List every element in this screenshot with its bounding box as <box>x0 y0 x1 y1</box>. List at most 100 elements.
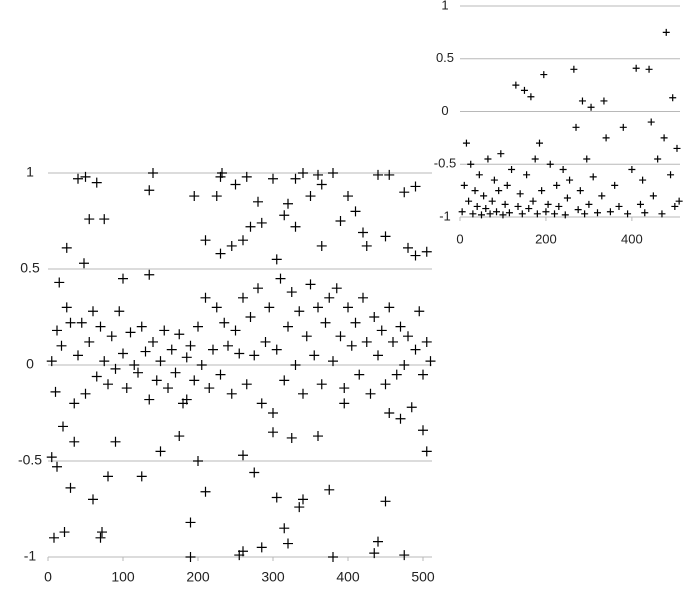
point <box>271 254 282 265</box>
point <box>290 360 301 370</box>
point <box>58 421 68 432</box>
point <box>159 325 170 336</box>
point <box>505 209 513 217</box>
point <box>279 523 290 534</box>
point <box>200 292 211 303</box>
point <box>471 187 479 195</box>
point <box>155 446 166 457</box>
point <box>488 197 496 205</box>
point <box>343 191 353 202</box>
point <box>110 436 121 447</box>
point <box>136 471 147 482</box>
point <box>97 527 107 538</box>
point <box>384 408 395 418</box>
point <box>508 166 516 174</box>
point <box>583 155 591 163</box>
point <box>465 197 473 205</box>
point <box>499 211 507 219</box>
point <box>241 379 252 390</box>
point <box>373 536 383 547</box>
point <box>538 187 546 195</box>
point <box>215 248 226 259</box>
x-tick-label: 100 <box>111 569 135 585</box>
point <box>399 550 410 561</box>
point <box>84 336 95 347</box>
point <box>88 494 98 505</box>
point <box>421 446 432 457</box>
point <box>125 327 136 338</box>
point <box>91 177 102 188</box>
point <box>114 306 125 317</box>
point <box>50 386 61 397</box>
point <box>328 356 338 367</box>
point <box>399 360 410 370</box>
point <box>406 402 417 413</box>
point <box>200 486 211 497</box>
point <box>268 408 278 418</box>
point <box>133 367 143 378</box>
point <box>533 210 541 218</box>
x-tick-label: 300 <box>261 569 285 585</box>
point <box>324 292 335 303</box>
point <box>185 340 196 351</box>
point <box>660 134 668 142</box>
point <box>658 210 666 218</box>
point <box>376 325 387 336</box>
point <box>238 546 248 557</box>
point <box>410 344 421 355</box>
point <box>639 176 647 184</box>
point <box>473 202 481 210</box>
point <box>602 134 610 142</box>
point <box>673 144 681 152</box>
point <box>589 173 597 181</box>
point <box>566 176 574 184</box>
point <box>226 388 237 399</box>
point <box>219 317 230 328</box>
point <box>403 331 413 342</box>
point <box>373 350 383 361</box>
point <box>110 363 121 374</box>
point <box>283 321 293 332</box>
point <box>84 214 95 225</box>
point <box>305 191 316 202</box>
point <box>559 166 567 174</box>
point <box>313 431 323 442</box>
point <box>484 155 492 163</box>
point <box>477 211 485 219</box>
point <box>193 321 203 332</box>
point <box>305 279 316 290</box>
point <box>208 344 218 355</box>
point <box>286 287 297 298</box>
point <box>99 214 110 225</box>
point <box>174 431 185 442</box>
point <box>238 235 248 246</box>
point <box>163 383 173 394</box>
point <box>193 456 203 466</box>
point <box>268 427 278 438</box>
point <box>204 383 215 394</box>
point <box>316 379 327 390</box>
point <box>373 169 383 180</box>
y-tick-label: 0 <box>441 103 448 118</box>
point <box>174 329 185 340</box>
point <box>475 171 483 179</box>
point <box>544 200 552 208</box>
point <box>669 94 677 102</box>
point <box>129 360 140 370</box>
point <box>555 202 563 210</box>
point <box>298 168 308 178</box>
point <box>215 369 226 380</box>
point <box>358 227 368 238</box>
point <box>61 302 72 313</box>
point <box>331 283 342 294</box>
point <box>624 210 632 218</box>
y-tick-label: -1 <box>439 208 451 223</box>
point <box>196 360 207 370</box>
point <box>587 103 595 111</box>
point <box>238 292 248 303</box>
point <box>641 209 649 217</box>
y-tick-label: 1 <box>26 164 34 180</box>
point <box>490 176 498 184</box>
point <box>497 150 505 158</box>
